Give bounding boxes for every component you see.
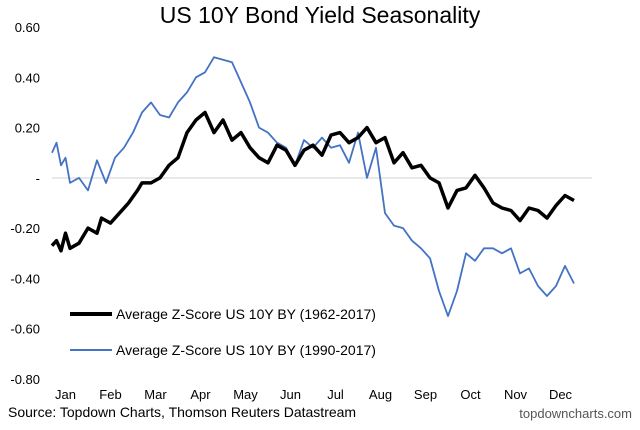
x-tick-label: Apr	[190, 387, 211, 402]
chart-title: US 10Y Bond Yield Seasonality	[159, 2, 481, 28]
legend-entry-series-1: Average Z-Score US 10Y BY (1962-2017)	[70, 306, 376, 322]
x-tick-label: Oct	[460, 387, 481, 402]
x-tick-label: Jun	[280, 387, 301, 402]
legend-label-series-2: Average Z-Score US 10Y BY (1990-2017)	[116, 342, 376, 358]
legend-swatch-series-2	[70, 349, 112, 351]
x-tick-label: Mar	[144, 387, 167, 402]
x-tick-label: Nov	[504, 387, 528, 402]
x-axis: Jan Feb Mar Apr May Jun Jul Aug Sep Oct Nov Dec	[55, 387, 573, 402]
site-credit: topdowncharts.com	[519, 406, 632, 421]
x-tick-label: Jul	[327, 387, 344, 402]
y-tick-label: -0.20	[10, 221, 40, 236]
y-axis: 0.60 0.40 0.20 - -0.20 -0.40 -0.60 -0.80	[10, 20, 40, 387]
x-tick-label: Dec	[549, 387, 573, 402]
legend-entry-series-2: Average Z-Score US 10Y BY (1990-2017)	[70, 342, 376, 358]
legend-swatch-series-1	[70, 312, 112, 316]
y-tick-label: 0.60	[15, 20, 40, 35]
source-note: Source: Topdown Charts, Thomson Reuters …	[8, 404, 357, 420]
y-tick-label: 0.20	[15, 121, 40, 136]
x-tick-label: Sep	[414, 387, 437, 402]
series-line-1	[50, 110, 575, 253]
series-line-2	[51, 56, 575, 318]
legend-label-series-1: Average Z-Score US 10Y BY (1962-2017)	[116, 306, 376, 322]
x-tick-label: Feb	[99, 387, 121, 402]
y-tick-label: -0.40	[10, 271, 40, 286]
y-tick-label: -0.60	[10, 322, 40, 337]
y-tick-label: -0.80	[10, 372, 40, 387]
y-tick-label: -	[36, 171, 40, 186]
y-tick-label: 0.40	[15, 70, 40, 85]
x-tick-label: May	[233, 387, 258, 402]
x-tick-label: Aug	[369, 387, 392, 402]
series-lines	[50, 56, 575, 318]
x-tick-label: Jan	[55, 387, 76, 402]
